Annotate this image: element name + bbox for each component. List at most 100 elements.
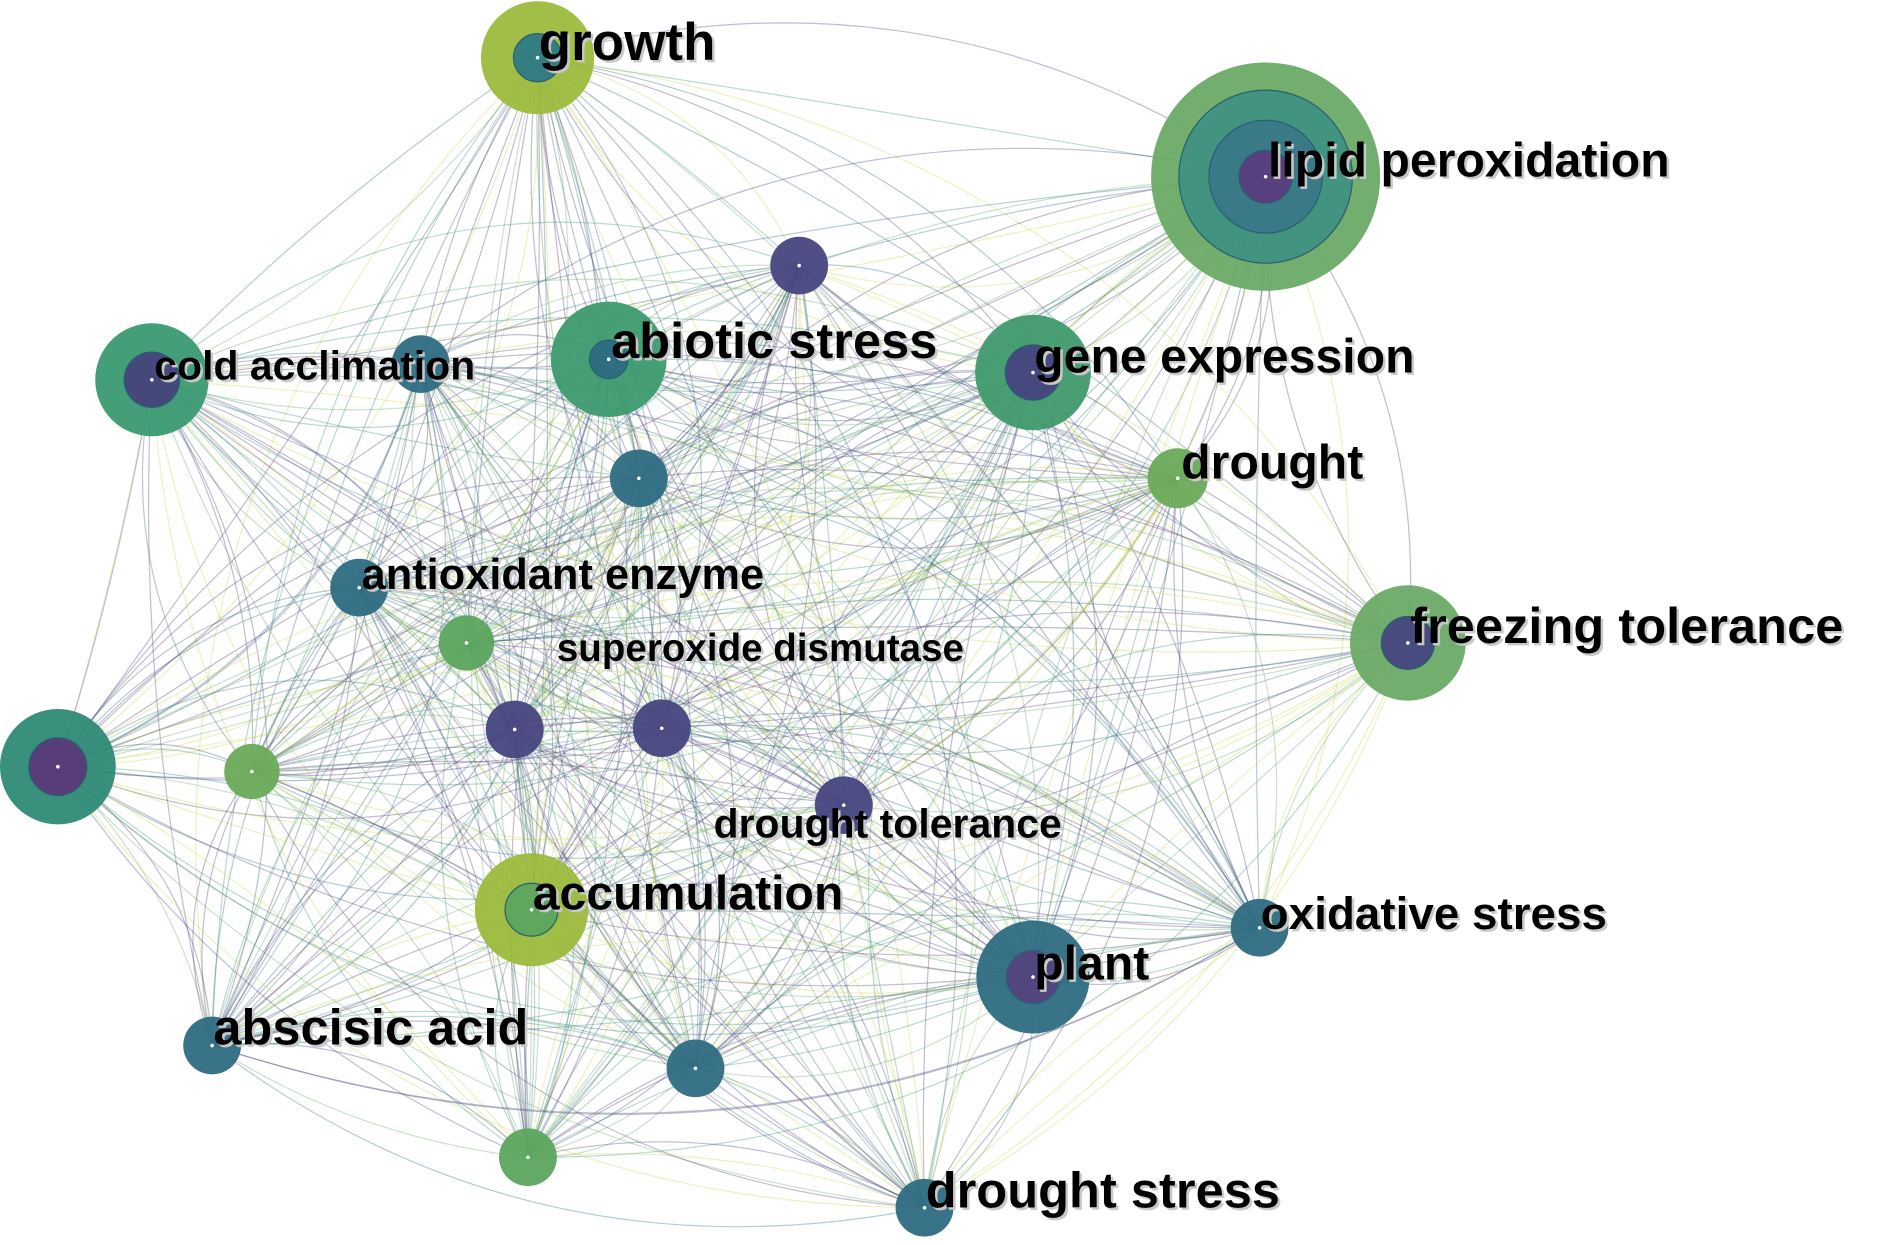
network-edge — [1032, 372, 1261, 928]
network-edge — [638, 477, 1178, 520]
network-edge — [661, 372, 1034, 729]
network-edge — [695, 642, 1409, 1069]
network-edge — [531, 265, 800, 911]
network-edge — [57, 679, 515, 768]
network-edge — [211, 642, 467, 1046]
network-edge — [661, 728, 703, 1069]
node-accumulation[interactable] — [474, 853, 589, 967]
node-lipid-peroxidation[interactable] — [1151, 62, 1381, 291]
node-unlabeled[interactable] — [770, 236, 829, 295]
network-edge — [466, 642, 926, 1208]
network-edge — [536, 57, 1034, 978]
network-edge — [466, 477, 1178, 644]
network-edge — [527, 976, 1034, 1158]
node-drought-tolerance[interactable] — [814, 776, 873, 835]
network-edge — [514, 477, 1178, 731]
network-edge — [466, 626, 1408, 644]
network-edge — [924, 642, 1409, 1209]
node-freezing-tolerance[interactable] — [1350, 585, 1466, 701]
network-edge — [57, 359, 610, 768]
node-center-dot — [1406, 641, 1410, 645]
network-edge — [151, 358, 610, 428]
network-edge — [537, 57, 1261, 928]
network-edge — [57, 766, 532, 911]
network-edge — [661, 642, 1408, 729]
network-edge — [359, 587, 1260, 929]
network-edge — [211, 359, 610, 1047]
node-unlabeled[interactable] — [391, 335, 450, 393]
network-edge — [1173, 478, 1261, 929]
network-edge — [608, 358, 1034, 426]
network-edge — [251, 57, 539, 772]
network-edge — [420, 176, 1266, 389]
network-edge — [57, 766, 845, 900]
network-edge — [251, 642, 1408, 773]
network-edge — [57, 766, 696, 1069]
node-unlabeled[interactable] — [224, 743, 280, 800]
network-edge — [57, 728, 515, 779]
node-drought-stress[interactable] — [895, 1178, 954, 1237]
network-edge — [798, 265, 1261, 928]
network-edge — [466, 477, 640, 644]
network-edge — [420, 363, 925, 1209]
network-edge — [514, 728, 1260, 931]
node-center-dot — [659, 726, 664, 731]
network-edge — [843, 804, 1260, 929]
node-abiotic-stress[interactable] — [550, 301, 667, 418]
network-edge — [420, 364, 529, 1158]
network-edge — [251, 57, 539, 772]
node-label-cold-acclimation: cold acclimation — [154, 343, 475, 389]
network-edge — [211, 587, 360, 1046]
node-superoxide-dismutase[interactable] — [632, 699, 691, 758]
network-edge — [151, 379, 639, 479]
network-edge — [922, 372, 1034, 1208]
network-edge — [638, 265, 800, 479]
network-edge — [420, 147, 1266, 365]
node-unlabeled[interactable] — [499, 1128, 557, 1187]
network-edge — [420, 363, 663, 729]
node-oxidative-stress[interactable] — [1230, 898, 1289, 957]
network-edge — [924, 478, 1184, 1209]
network-edge — [57, 766, 925, 1209]
network-edge — [151, 379, 845, 806]
network-edge — [661, 176, 1267, 729]
network-edge — [212, 372, 1034, 1047]
network-edge — [151, 379, 925, 1209]
network-edge — [530, 57, 551, 910]
node-unlabeled[interactable] — [666, 1039, 725, 1098]
network-edge — [57, 668, 1260, 929]
network-edge — [359, 477, 640, 589]
network-edge — [638, 477, 1408, 644]
network-edge — [527, 927, 1260, 1158]
node-unlabeled[interactable] — [485, 700, 544, 759]
node-unlabeled[interactable] — [0, 709, 116, 825]
network-edge — [57, 766, 1034, 1026]
network-edge — [514, 467, 1178, 730]
network-edge — [470, 57, 539, 1158]
node-cold-acclimation[interactable] — [95, 323, 209, 437]
node-center-dot — [841, 803, 846, 807]
network-edge — [527, 477, 1178, 1158]
node-gene-expression[interactable] — [975, 314, 1091, 431]
network-edge — [420, 363, 1034, 393]
network-edge — [211, 642, 467, 1046]
network-edge — [57, 358, 609, 768]
network-edge — [151, 379, 529, 1158]
network-edge — [251, 746, 1034, 978]
node-growth[interactable] — [480, 1, 595, 115]
network-edge — [537, 57, 1409, 644]
node-abscisic-acid[interactable] — [183, 1016, 242, 1075]
node-unlabeled[interactable] — [609, 449, 668, 508]
network-edge — [1032, 372, 1075, 978]
network-edge — [358, 587, 529, 1158]
node-unlabeled[interactable] — [438, 615, 495, 671]
node-drought[interactable] — [1147, 448, 1208, 509]
node-antioxidant-enzyme[interactable] — [330, 558, 389, 617]
network-edge — [57, 766, 1034, 1036]
network-edge — [514, 478, 640, 730]
node-plant[interactable] — [976, 920, 1090, 1034]
edge-layer — [57, 22, 1412, 1228]
network-edge — [638, 478, 1034, 978]
node-label-oxidative-stress: oxidative stress — [1261, 888, 1607, 939]
network-edge — [211, 265, 800, 1046]
